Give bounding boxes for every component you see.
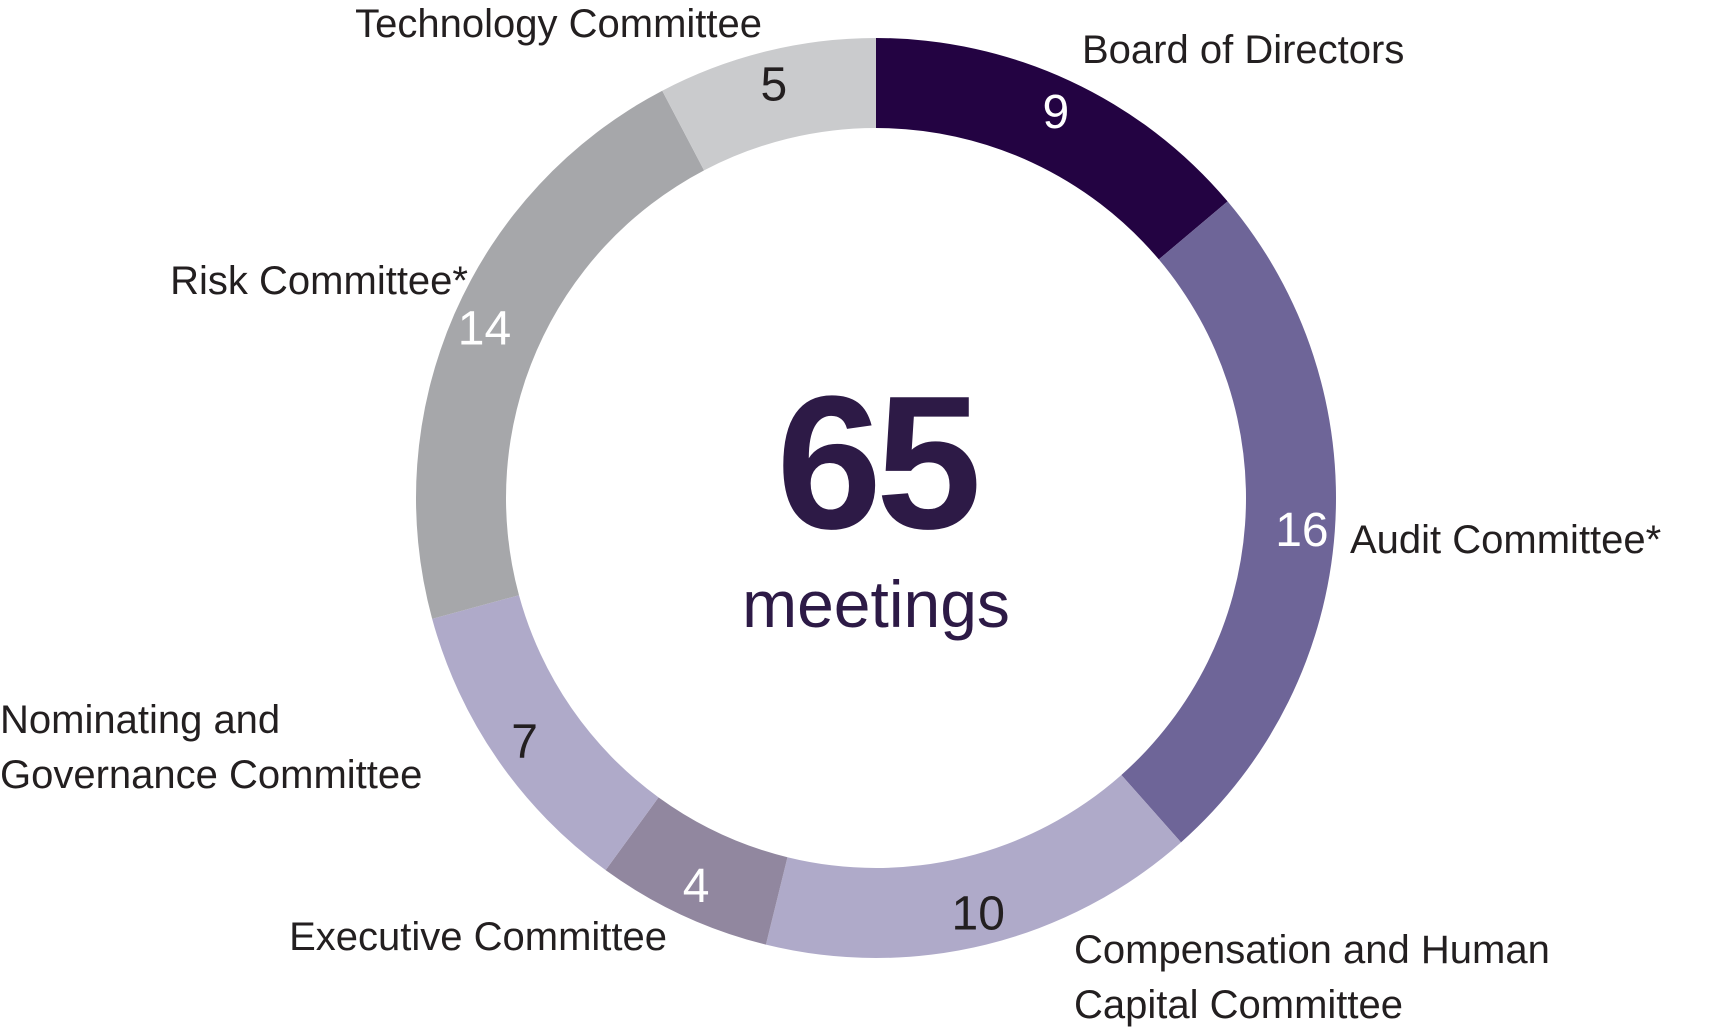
center-total-value: 65 [776,357,977,569]
category-label-technology: Technology Committee [355,2,762,46]
category-label-audit: Audit Committee* [1350,518,1661,562]
donut-segments [416,38,1336,958]
value-label-audit: 16 [1275,504,1328,557]
segment-category-labels: Board of Directors Audit Committee* Compen… [0,2,1661,1027]
donut-segment-compensation [765,774,1182,958]
center-unit-label: meetings [742,567,1010,641]
value-label-nominating: 7 [511,716,538,769]
value-label-board: 9 [1043,86,1070,139]
category-label-executive: Executive Committee [289,915,667,959]
donut-segment-nominating [432,595,659,871]
category-label-risk: Risk Committee* [170,259,468,303]
category-label-nominating: Nominating and Governance Committee [0,698,422,797]
value-label-compensation: 10 [952,888,1005,941]
donut-segment-technology [662,38,876,171]
donut-segment-board [876,38,1228,260]
value-label-risk: 14 [458,303,511,356]
category-label-board: Board of Directors [1082,28,1404,72]
value-label-technology: 5 [760,58,787,111]
category-label-compensation: Compensation and Human Capital Committee [1074,928,1550,1027]
segment-value-labels: 9 16 10 4 7 14 5 [458,58,1329,940]
donut-center: 65 meetings [742,357,1010,641]
donut-segment-risk [416,90,705,619]
donut-segment-audit [1121,201,1336,843]
donut-segment-executive [605,797,788,945]
value-label-executive: 4 [683,860,710,913]
